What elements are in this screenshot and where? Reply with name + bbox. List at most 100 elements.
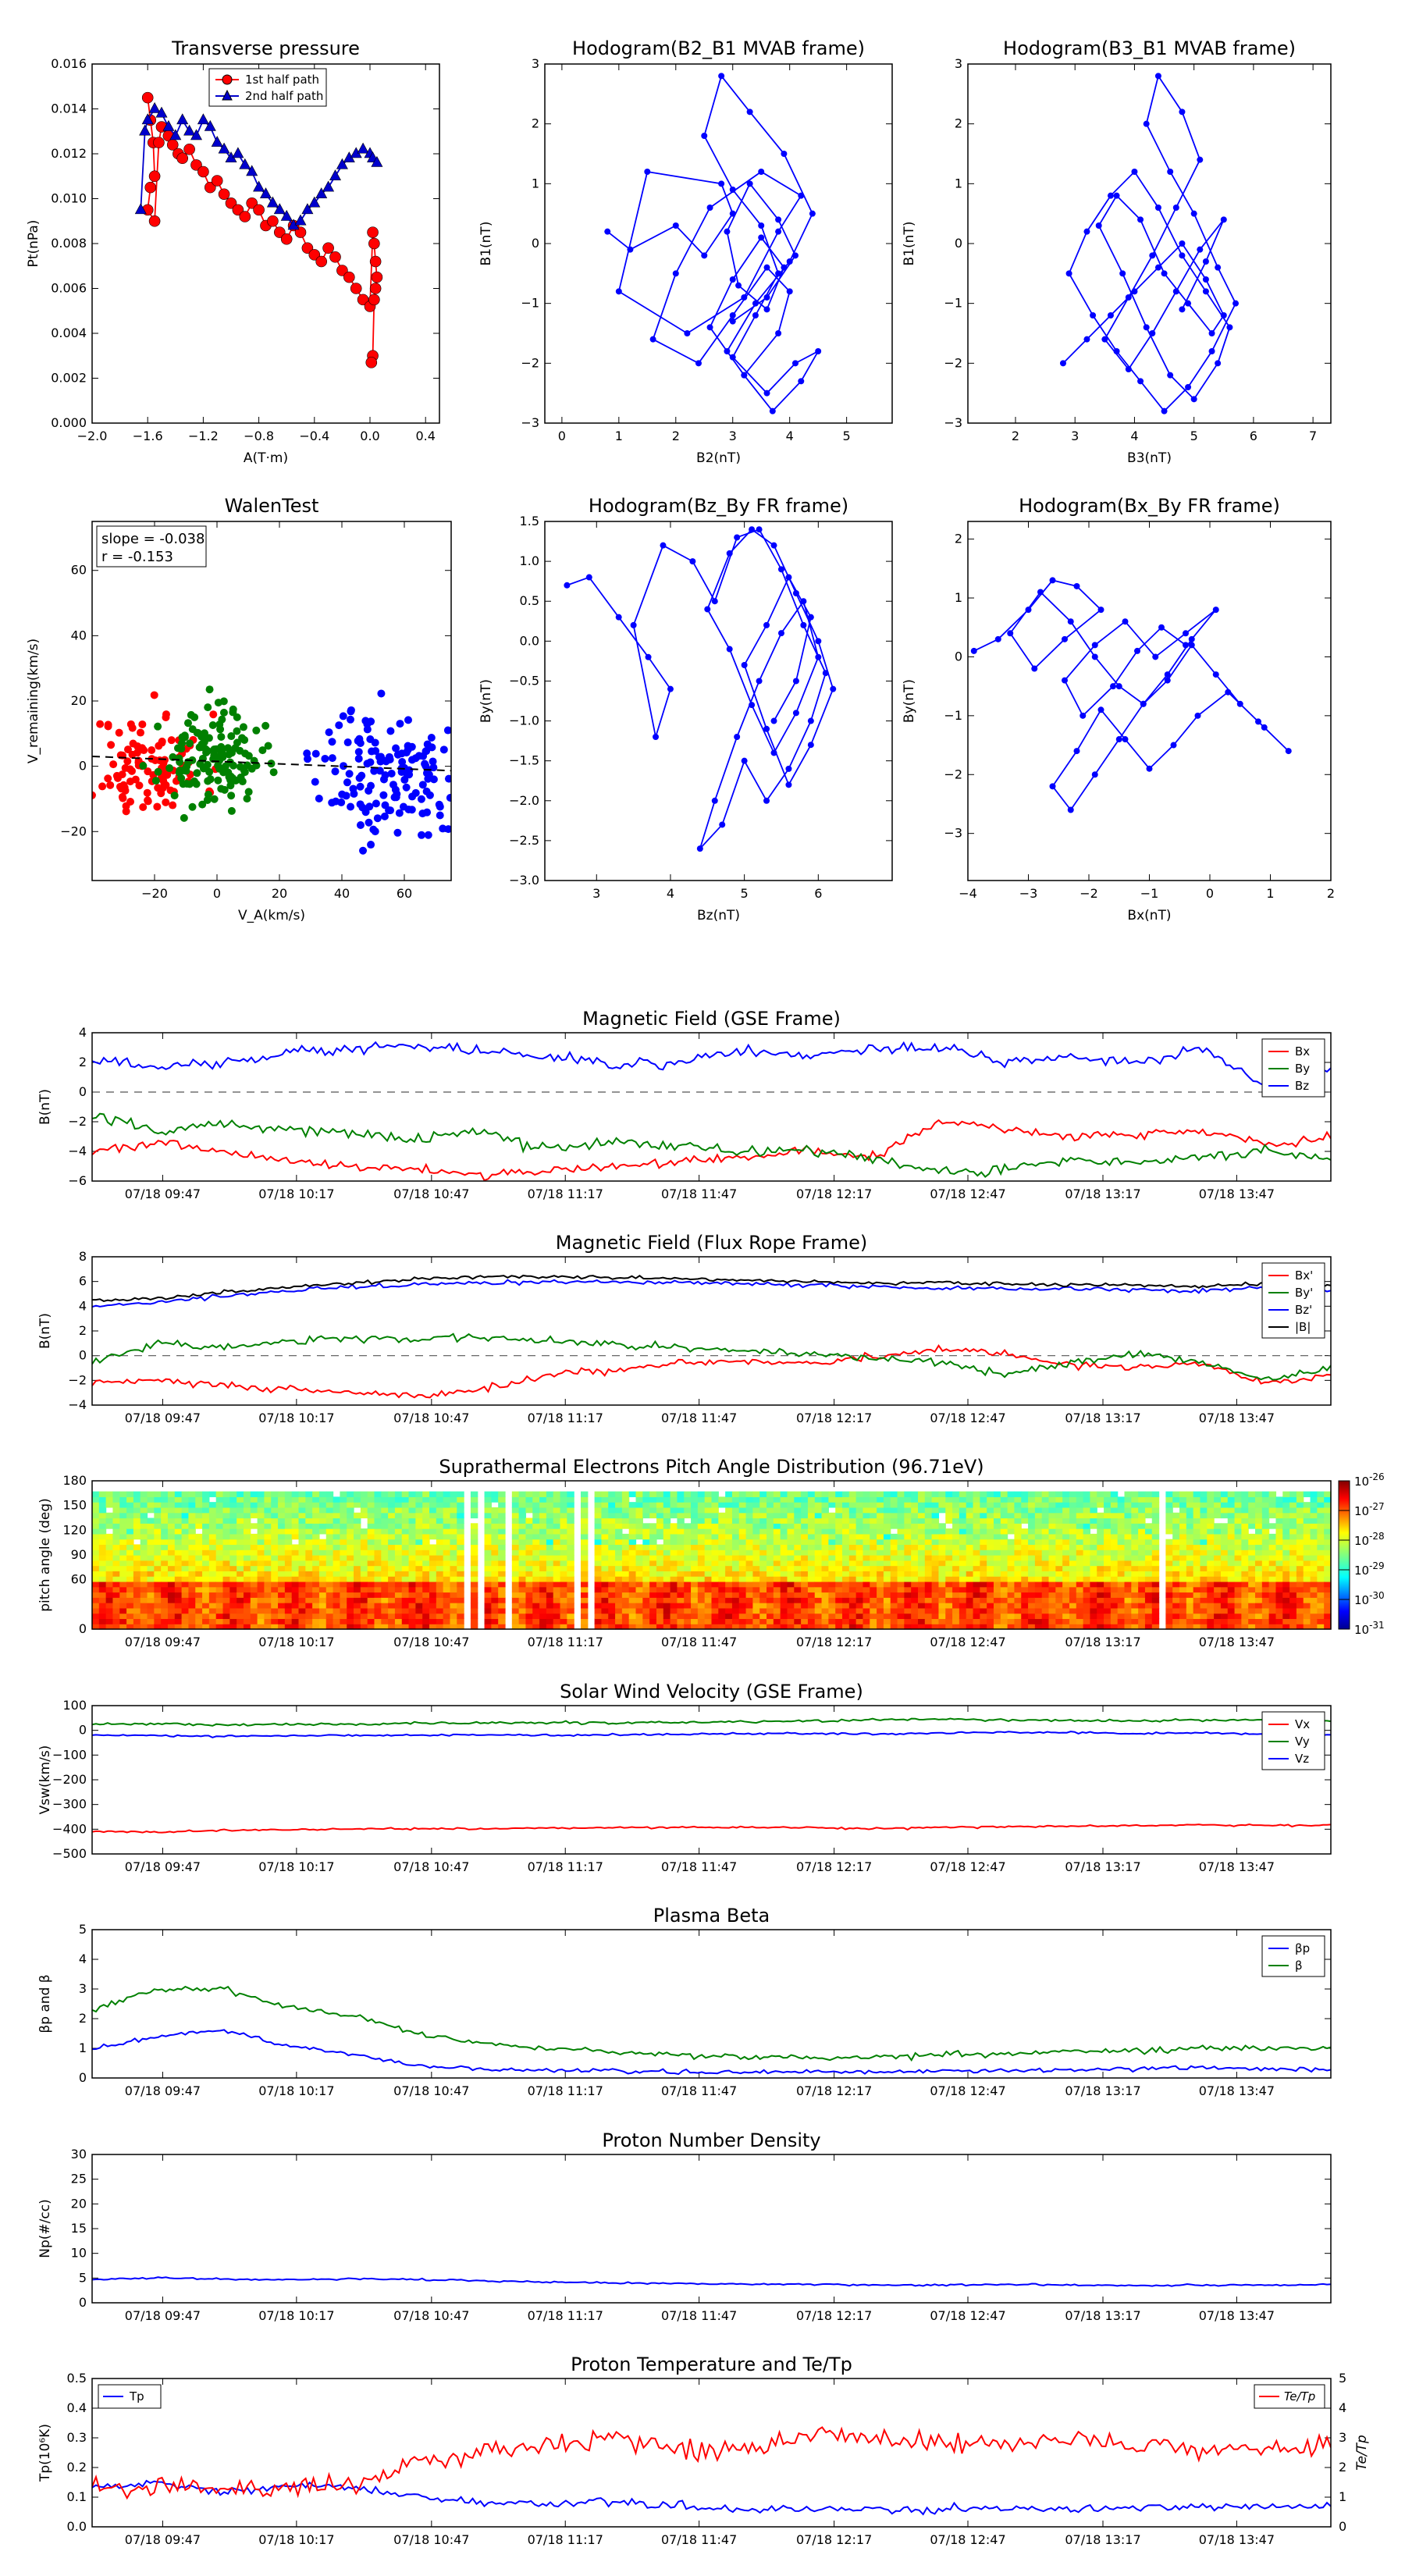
heatmap-cell: [484, 1571, 492, 1577]
heatmap-cell: [711, 1523, 719, 1529]
y-tick-label: −1: [944, 708, 962, 723]
y-tick-label: 0.5: [67, 2371, 87, 2386]
heatmap-cell: [333, 1586, 340, 1593]
y-tick-label: −200: [52, 1772, 87, 1787]
heatmap-cell: [119, 1507, 127, 1514]
data-point: [325, 728, 333, 737]
data-point: [303, 749, 311, 758]
heatmap-cell: [938, 1507, 946, 1514]
time-tick-label: 07/18 11:17: [528, 2308, 603, 2323]
heatmap-cell: [718, 1550, 726, 1556]
data-point: [392, 793, 400, 802]
heatmap-cell: [635, 1507, 643, 1514]
y-tick-label: 5: [79, 1922, 87, 1937]
heatmap-cell: [904, 1507, 912, 1514]
heatmap-cell: [347, 1560, 354, 1567]
heatmap-cell: [918, 1502, 926, 1508]
heatmap-cell: [229, 1581, 237, 1588]
heatmap-cell: [615, 1592, 623, 1598]
heatmap-cell: [842, 1539, 850, 1546]
heatmap-cell: [918, 1618, 926, 1624]
heatmap-cell: [215, 1507, 224, 1514]
y-tick-label: −2: [944, 355, 962, 370]
heatmap-cell: [92, 1581, 100, 1588]
heatmap-cell: [133, 1618, 141, 1624]
heatmap-cell: [443, 1496, 451, 1503]
time-tick-label: 07/18 13:17: [1065, 2532, 1140, 2547]
heatmap-cell: [443, 1581, 451, 1588]
plot-frame: [91, 1256, 1332, 1406]
heatmap-cell: [92, 1586, 100, 1593]
heatmap-cell: [347, 1597, 354, 1603]
heatmap-cell: [271, 1507, 279, 1514]
heatmap-cell: [759, 1592, 767, 1598]
heatmap-cell: [367, 1512, 375, 1519]
heatmap-cell: [828, 1560, 836, 1567]
heatmap-cell: [1041, 1533, 1050, 1540]
heatmap-cell: [1014, 1592, 1022, 1598]
heatmap-cell: [649, 1528, 657, 1535]
heatmap-cell: [208, 1550, 217, 1556]
heatmap-cell: [890, 1491, 898, 1497]
heatmap-cell: [195, 1607, 203, 1614]
heatmap-cell: [354, 1539, 361, 1546]
heatmap-cell: [278, 1560, 286, 1567]
heatmap-cell: [229, 1523, 237, 1529]
heatmap-cell: [333, 1607, 340, 1614]
heatmap-cell: [264, 1539, 272, 1546]
heatmap-cell: [711, 1555, 719, 1561]
heatmap-cell: [904, 1607, 912, 1614]
heatmap-cell: [278, 1528, 286, 1535]
heatmap-cell: [904, 1550, 912, 1556]
heatmap-cell: [443, 1576, 451, 1582]
heatmap-cell: [1048, 1607, 1056, 1614]
chart-title: Proton Temperature and Te/Tp: [571, 2354, 852, 2375]
heatmap-cell: [140, 1512, 148, 1519]
heatmap-cell: [959, 1581, 967, 1588]
x-tick-label: −2: [1080, 886, 1098, 901]
heatmap-cell: [553, 1603, 561, 1609]
heatmap-cell: [1069, 1613, 1077, 1620]
heatmap-cell: [229, 1603, 237, 1609]
heatmap-cell: [993, 1607, 1001, 1614]
data-point: [1167, 169, 1174, 175]
heatmap-cell: [98, 1512, 107, 1519]
heatmap-cell: [415, 1571, 423, 1577]
heatmap-cell: [911, 1560, 919, 1567]
heatmap-cell: [642, 1528, 650, 1535]
heatmap-cell: [684, 1618, 692, 1624]
heatmap-cell: [278, 1533, 286, 1540]
legend-label: 2nd half path: [245, 89, 323, 103]
heatmap-cell: [429, 1592, 437, 1598]
time-tick-label: 07/18 11:47: [661, 1411, 737, 1425]
heatmap-cell: [222, 1571, 230, 1577]
heatmap-cell: [195, 1576, 203, 1582]
heatmap-cell: [738, 1544, 747, 1550]
heatmap-cell: [1021, 1512, 1029, 1519]
heatmap-cell: [140, 1576, 148, 1582]
heatmap-cell: [870, 1528, 877, 1535]
heatmap-cell: [98, 1618, 107, 1624]
heatmap-cell: [415, 1528, 423, 1535]
heatmap-cell: [580, 1597, 589, 1603]
heatmap-cell: [560, 1603, 567, 1609]
heatmap-cell: [518, 1491, 527, 1497]
heatmap-cell: [250, 1592, 258, 1598]
heatmap-cell: [271, 1539, 279, 1546]
heatmap-cell: [711, 1576, 719, 1582]
heatmap-cell: [98, 1523, 107, 1529]
heatmap-cell: [271, 1576, 279, 1582]
data-point: [1208, 330, 1215, 336]
heatmap-cell: [1048, 1571, 1056, 1577]
legend-label: By: [1295, 1062, 1310, 1076]
heatmap-cell: [511, 1539, 520, 1546]
heatmap-cell: [202, 1528, 210, 1535]
heatmap-cell: [608, 1571, 616, 1577]
data-point: [763, 725, 770, 732]
heatmap-cell: [264, 1576, 272, 1582]
heatmap-cell: [897, 1523, 905, 1529]
x-tick-label: 5: [741, 886, 749, 901]
data-point: [769, 407, 776, 415]
heatmap-cell: [731, 1586, 740, 1593]
heatmap-cell: [1028, 1512, 1036, 1519]
